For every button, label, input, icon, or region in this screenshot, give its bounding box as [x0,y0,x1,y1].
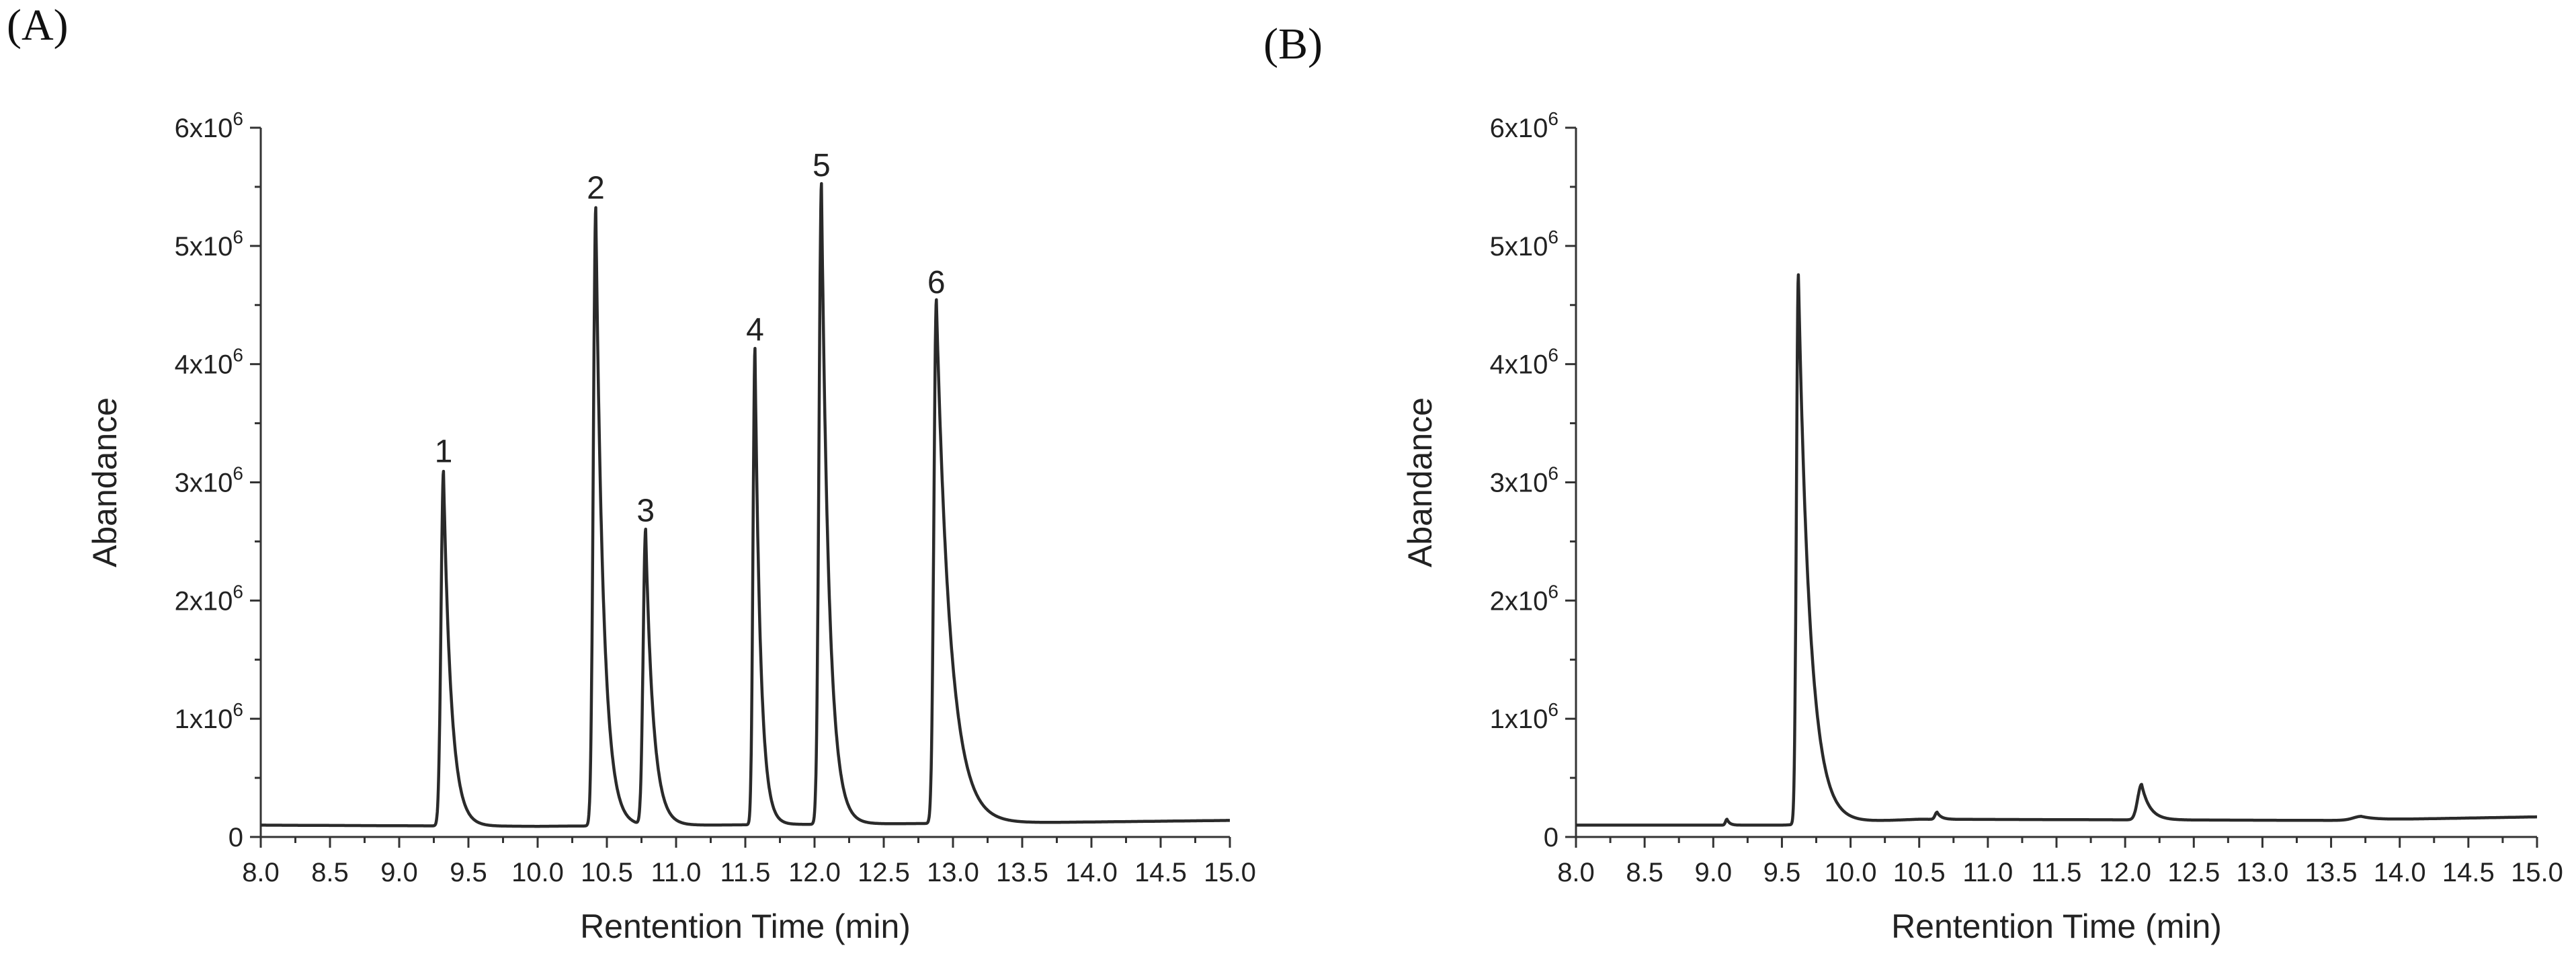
x-tick-label: 9.5 [450,858,487,887]
x-tick-label: 14.5 [2442,858,2495,887]
y-axis-title: Abandance [86,397,124,567]
y-tick-label: 4x106 [175,345,243,380]
x-tick-label: 14.5 [1134,858,1187,887]
chart-panel-b: 8.0 8.5 9.0 9.5 10.0 10.5 11.0 11.5 12.0 12.5 13.0… [1401,108,2563,945]
x-tick-label: 15.0 [2511,858,2563,887]
y-tick-label: 6x106 [175,108,243,143]
x-tick-label: 12.0 [788,858,841,887]
x-tick-label: 10.0 [1825,858,1877,887]
chromatogram-trace [1575,273,2538,827]
y-tick-label: 3x106 [1490,463,1559,498]
y-axis-title: Abandance [1401,397,1439,567]
x-tick-label: 8.5 [311,858,349,887]
peak-label: 5 [813,148,831,184]
x-tick-label: 14.0 [1065,858,1118,887]
x-tick-label: 9.0 [1694,858,1732,887]
y-tick-label: 5x106 [1490,227,1559,262]
y-tick-label: 1x106 [1490,699,1559,734]
peak-label: 3 [636,493,655,528]
x-tick-label: 12.5 [858,858,910,887]
y-tick-label: 2x106 [1490,581,1559,616]
y-tick-label: 6x106 [1490,108,1559,143]
y-tick-label: 2x106 [175,581,243,616]
y-tick-label: 0 [1544,823,1559,852]
x-tick-label: 11.0 [651,858,702,887]
x-tick-label: 9.5 [1763,858,1801,887]
panel-label-a: (A) [7,1,69,50]
peak-label: 6 [927,265,946,300]
y-tick-label: 5x106 [175,227,243,262]
x-tick-label: 8.5 [1626,858,1663,887]
x-tick-label: 13.0 [927,858,979,887]
x-tick-label: 12.5 [2167,858,2220,887]
peak-label: 2 [587,170,605,206]
x-tick-label: 15.0 [1204,858,1256,887]
x-tick-label: 10.0 [511,858,564,887]
x-tick-label: 8.0 [242,858,280,887]
x-tick-label: 13.0 [2236,858,2288,887]
peak-label: 1 [435,434,453,470]
x-tick-label: 14.0 [2374,858,2426,887]
x-tick-label: 10.5 [581,858,633,887]
x-tick-label: 8.0 [1557,858,1595,887]
x-tick-label: 11.5 [720,858,771,887]
x-axis-title: Rentention Time (min) [580,908,911,945]
x-tick-label: 13.5 [2305,858,2358,887]
y-tick-label: 0 [228,823,243,852]
x-axis-title: Rentention Time (min) [1891,908,2222,945]
chromatogram-trace [259,182,1231,828]
panel-label-b: (B) [1263,19,1323,69]
chart-panel-a: 8.0 8.5 9.0 9.5 10.0 10.5 11.0 11.5 12.0 12.5 13.0… [86,108,1256,945]
y-tick-label: 4x106 [1490,345,1559,380]
peak-label: 4 [746,312,764,348]
x-tick-label: 12.0 [2099,858,2151,887]
x-tick-label: 11.0 [1962,858,2013,887]
x-tick-label: 10.5 [1893,858,1946,887]
x-tick-label: 9.0 [380,858,418,887]
y-tick-label: 1x106 [175,699,243,734]
x-tick-label: 13.5 [996,858,1048,887]
y-tick-label: 3x106 [175,463,243,498]
x-tick-label: 11.5 [2032,858,2082,887]
